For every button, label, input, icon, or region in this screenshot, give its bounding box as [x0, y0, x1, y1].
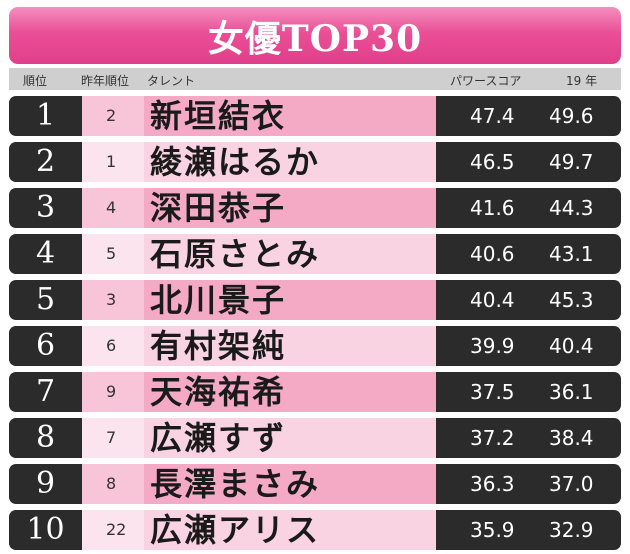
rank-cell: 6: [9, 326, 82, 366]
talent-cell: 1 綾瀬はるか: [82, 142, 436, 182]
table-header: 順位 昨年順位 タレント パワースコア 19 年: [9, 68, 621, 90]
power-score-value: 35.9: [470, 518, 515, 542]
score-cell: 40.4 45.3: [436, 280, 621, 320]
table-row: 9 8 長澤まさみ 36.3 37.0: [9, 464, 621, 504]
title-banner: 女優TOP30: [9, 7, 621, 64]
table-row: 4 5 石原さとみ 40.6 43.1: [9, 234, 621, 274]
prev-rank-cell: 22: [82, 510, 144, 550]
score-2019-value: 43.1: [549, 242, 594, 266]
rank-cell: 9: [9, 464, 82, 504]
talent-name: 北川景子: [150, 281, 287, 319]
table-row: 8 7 広瀬すず 37.2 38.4: [9, 418, 621, 458]
table-row: 1 2 新垣結衣 47.4 49.6: [9, 96, 621, 136]
page-title: 女優TOP30: [207, 17, 423, 60]
talent-cell: 6 有村架純: [82, 326, 436, 366]
power-score-value: 46.5: [470, 150, 515, 174]
score-2019-value: 40.4: [549, 334, 594, 358]
talent-cell: 22 広瀬アリス: [82, 510, 436, 550]
score-2019-value: 49.7: [549, 150, 594, 174]
score-2019-value: 44.3: [549, 196, 594, 220]
prev-rank-cell: 6: [82, 326, 144, 366]
talent-name: 綾瀬はるか: [150, 143, 321, 181]
power-score-value: 39.9: [470, 334, 515, 358]
score-cell: 37.5 36.1: [436, 372, 621, 412]
score-cell: 39.9 40.4: [436, 326, 621, 366]
score-2019-value: 45.3: [549, 288, 594, 312]
talent-cell: 2 新垣結衣: [82, 96, 436, 136]
talent-cell: 5 石原さとみ: [82, 234, 436, 274]
table-row: 6 6 有村架純 39.9 40.4: [9, 326, 621, 366]
header-prev-rank: 昨年順位: [81, 74, 130, 88]
power-score-value: 36.3: [470, 472, 515, 496]
header-2019-score: 19 年: [566, 74, 598, 88]
talent-name: 新垣結衣: [150, 97, 287, 135]
score-2019-value: 37.0: [549, 472, 594, 496]
rank-cell: 4: [9, 234, 82, 274]
table-row: 3 4 深田恭子 41.6 44.3: [9, 188, 621, 228]
talent-cell: 8 長澤まさみ: [82, 464, 436, 504]
table-row: 10 22 広瀬アリス 35.9 32.9: [9, 510, 621, 550]
score-cell: 37.2 38.4: [436, 418, 621, 458]
table-row: 7 9 天海祐希 37.5 36.1: [9, 372, 621, 412]
rank-cell: 10: [9, 510, 82, 550]
score-2019-value: 36.1: [549, 380, 594, 404]
prev-rank-cell: 8: [82, 464, 144, 504]
prev-rank-cell: 4: [82, 188, 144, 228]
power-score-value: 37.5: [470, 380, 515, 404]
power-score-value: 47.4: [470, 104, 515, 128]
score-cell: 41.6 44.3: [436, 188, 621, 228]
header-power-score: パワースコア: [450, 74, 522, 88]
power-score-value: 40.6: [470, 242, 515, 266]
prev-rank-cell: 2: [82, 96, 144, 136]
rank-cell: 7: [9, 372, 82, 412]
talent-name: 石原さとみ: [150, 235, 321, 273]
prev-rank-cell: 9: [82, 372, 144, 412]
ranking-table: 1 2 新垣結衣 47.4 49.6 2 1 綾瀬はるか 46.5 49.7 3 4 深田恭子 41.6 4…: [9, 96, 621, 550]
score-cell: 47.4 49.6: [436, 96, 621, 136]
talent-name: 長澤まさみ: [150, 465, 321, 503]
prev-rank-cell: 1: [82, 142, 144, 182]
power-score-value: 41.6: [470, 196, 515, 220]
score-2019-value: 38.4: [549, 426, 594, 450]
talent-name: 天海祐希: [150, 373, 287, 411]
rank-cell: 3: [9, 188, 82, 228]
table-row: 2 1 綾瀬はるか 46.5 49.7: [9, 142, 621, 182]
rank-cell: 8: [9, 418, 82, 458]
talent-cell: 3 北川景子: [82, 280, 436, 320]
prev-rank-cell: 5: [82, 234, 144, 274]
prev-rank-cell: 3: [82, 280, 144, 320]
prev-rank-cell: 7: [82, 418, 144, 458]
score-cell: 35.9 32.9: [436, 510, 621, 550]
talent-name: 有村架純: [150, 327, 287, 365]
talent-cell: 9 天海祐希: [82, 372, 436, 412]
score-cell: 36.3 37.0: [436, 464, 621, 504]
talent-name: 深田恭子: [150, 189, 287, 227]
score-cell: 46.5 49.7: [436, 142, 621, 182]
rank-cell: 5: [9, 280, 82, 320]
rank-cell: 1: [9, 96, 82, 136]
score-2019-value: 32.9: [549, 518, 594, 542]
talent-name: 広瀬すず: [150, 419, 287, 457]
rank-cell: 2: [9, 142, 82, 182]
score-2019-value: 49.6: [549, 104, 594, 128]
header-rank: 順位: [23, 74, 48, 88]
power-score-value: 40.4: [470, 288, 515, 312]
score-cell: 40.6 43.1: [436, 234, 621, 274]
table-row: 5 3 北川景子 40.4 45.3: [9, 280, 621, 320]
power-score-value: 37.2: [470, 426, 515, 450]
talent-cell: 7 広瀬すず: [82, 418, 436, 458]
talent-name: 広瀬アリス: [150, 511, 321, 549]
talent-cell: 4 深田恭子: [82, 188, 436, 228]
header-talent: タレント: [147, 74, 196, 88]
